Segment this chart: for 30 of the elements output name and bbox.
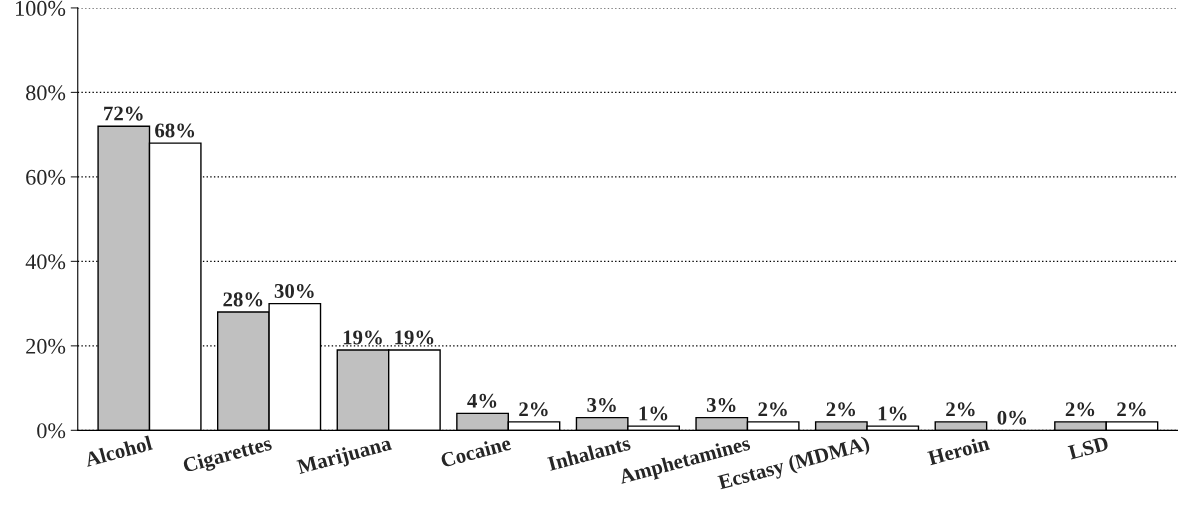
data-label: 1%: [639, 406, 668, 421]
y-tick-label: 20%: [26, 338, 66, 354]
data-label: 0%: [997, 410, 1027, 425]
y-tick-label: 80%: [26, 85, 66, 101]
y-tick-label: 40%: [25, 254, 66, 270]
x-tick-label: Cigarettes: [182, 435, 274, 477]
y-tick-label: 60%: [26, 169, 66, 185]
x-tick-label: LSD: [1067, 436, 1110, 460]
x-tick-label: Marijuana: [296, 435, 394, 479]
data-label: 2%: [758, 402, 787, 417]
data-label: 68%: [155, 123, 195, 138]
x-tick-label: Cocaine: [439, 435, 512, 468]
data-label: 2%: [1117, 402, 1146, 417]
x-tick-label: Heroin: [926, 435, 991, 466]
data-label: 28%: [223, 292, 263, 307]
data-label: 3%: [706, 397, 736, 413]
data-label: 19%: [343, 330, 382, 345]
data-label: 2%: [946, 402, 975, 417]
data-label: 2%: [1065, 402, 1095, 417]
x-tick-label: Alcohol: [83, 435, 153, 467]
data-label: 2%: [519, 402, 548, 417]
y-tick-label: 0%: [37, 423, 66, 439]
data-label: 72%: [104, 106, 143, 121]
data-label: 19%: [395, 330, 434, 345]
data-label: 30%: [274, 283, 314, 299]
data-label: 2%: [826, 402, 856, 417]
data-label: 1%: [878, 406, 907, 421]
data-label: 3%: [587, 397, 616, 413]
y-tick-label: 100%: [16, 0, 66, 16]
data-label: 4%: [467, 393, 497, 408]
